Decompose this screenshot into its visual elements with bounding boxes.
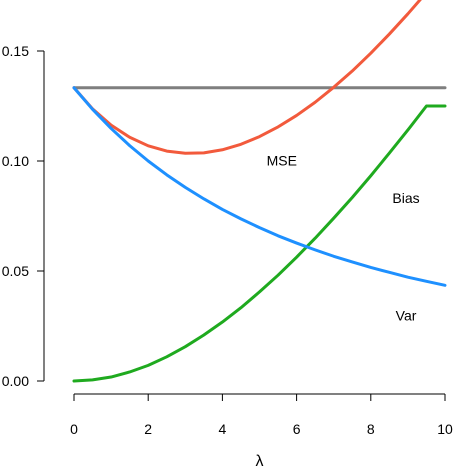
annotation-var: Var xyxy=(396,307,417,323)
x-tick-label: 4 xyxy=(219,421,227,437)
annotation-mse: MSE xyxy=(267,152,297,168)
y-tick-label: 0.15 xyxy=(2,43,29,59)
annotation-bias: Bias xyxy=(392,190,419,206)
y-tick-label: 0.10 xyxy=(2,153,29,169)
series-mse-line xyxy=(72,0,422,155)
x-tick-label: 8 xyxy=(367,421,375,437)
x-tick-label: 2 xyxy=(144,421,152,437)
series-bias-line xyxy=(72,104,447,383)
axes: 0 2 4 6 8 10 0.00 0.05 0.10 0.15 xyxy=(2,43,453,437)
x-tick-label: 10 xyxy=(437,421,453,437)
curves xyxy=(72,0,447,383)
y-tick-label: 0.00 xyxy=(2,373,29,389)
x-tick-label: 6 xyxy=(293,421,301,437)
x-tick-label: 0 xyxy=(70,421,78,437)
x-axis-title: λ xyxy=(256,453,264,470)
annotations: MSE Bias Var xyxy=(267,152,420,323)
y-tick-label: 0.05 xyxy=(2,263,29,279)
series-var-line xyxy=(72,86,447,287)
